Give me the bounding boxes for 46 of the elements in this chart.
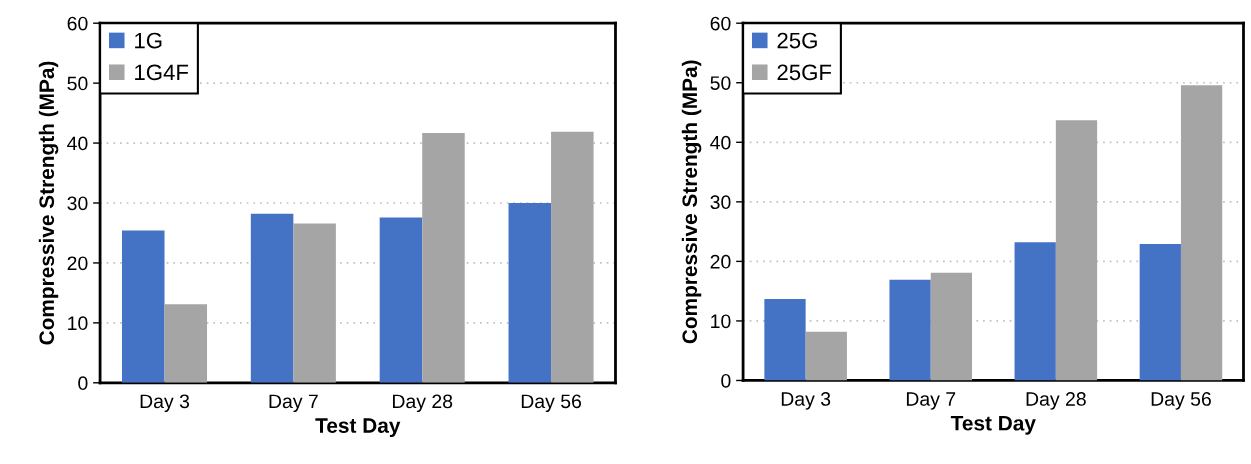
bar bbox=[1180, 85, 1223, 381]
bar bbox=[508, 203, 552, 383]
y-tick-label: 30 bbox=[67, 196, 88, 211]
y-tick-label: 20 bbox=[710, 254, 731, 269]
legend-label: 25G bbox=[777, 32, 817, 49]
bar bbox=[764, 298, 806, 381]
y-tick-label: 0 bbox=[78, 376, 88, 391]
y-tick-label: 40 bbox=[710, 135, 731, 150]
x-axis-title: Test Day bbox=[950, 416, 1036, 435]
x-tick-label: Day 56 bbox=[521, 394, 582, 413]
bar bbox=[930, 272, 973, 381]
bar bbox=[889, 279, 931, 381]
x-tick-label: Day 3 bbox=[781, 392, 831, 410]
x-tick-label: Day 3 bbox=[140, 394, 190, 413]
x-axis-title: Test Day bbox=[315, 418, 401, 438]
y-tick-label: 30 bbox=[710, 195, 731, 210]
bar bbox=[1139, 244, 1181, 381]
legend-label: 1G4F bbox=[135, 64, 189, 81]
y-axis-title: Compressive Strength (MPa) bbox=[38, 61, 59, 345]
y-tick-label: 50 bbox=[67, 76, 88, 91]
bar bbox=[422, 132, 465, 383]
bar bbox=[164, 304, 208, 383]
bar bbox=[805, 331, 847, 381]
x-tick-label: Day 7 bbox=[906, 392, 956, 410]
bar bbox=[250, 213, 294, 383]
bar bbox=[1055, 120, 1098, 381]
x-tick-label: Day 28 bbox=[393, 394, 453, 413]
legend-label: 1G bbox=[135, 32, 162, 49]
bar bbox=[551, 131, 594, 383]
y-tick-label: 0 bbox=[721, 373, 731, 388]
y-tick-label: 20 bbox=[67, 256, 88, 271]
x-tick-label: Day 56 bbox=[1151, 392, 1211, 410]
bar bbox=[293, 223, 336, 383]
y-tick-label: 40 bbox=[67, 136, 88, 151]
y-tick-label: 60 bbox=[710, 16, 731, 31]
legend-label: 25GF bbox=[777, 64, 832, 81]
bar bbox=[121, 230, 165, 383]
x-tick-label: Day 28 bbox=[1026, 392, 1086, 410]
y-tick-label: 10 bbox=[68, 316, 88, 331]
x-tick-label: Day 7 bbox=[269, 394, 318, 413]
y-axis-title: Compressive Strength (MPa) bbox=[681, 60, 702, 344]
y-tick-label: 50 bbox=[710, 76, 731, 90]
bar bbox=[1014, 242, 1056, 381]
y-tick-label: 60 bbox=[67, 16, 88, 31]
y-tick-label: 10 bbox=[711, 314, 731, 329]
bar bbox=[379, 217, 423, 383]
